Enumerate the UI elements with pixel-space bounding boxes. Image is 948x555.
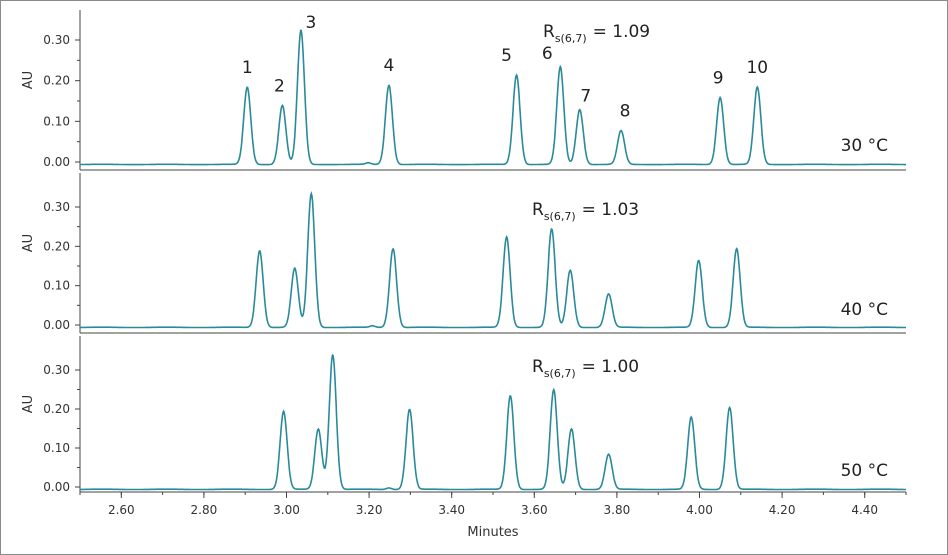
- x-axis-label: Minutes: [467, 525, 518, 540]
- x-tick-label: 4.00: [686, 503, 713, 517]
- peak-label-5: 5: [501, 46, 512, 66]
- x-tick-label: 3.80: [604, 503, 631, 517]
- y-tick-label: 0.30: [43, 363, 70, 377]
- panel-2: 0.00 0.10 0.20 0.30 AU 40 °C Rs(6,7) = 1.03: [21, 173, 906, 334]
- x-tick-label: 3.60: [521, 503, 548, 517]
- temperature-label: 30 °C: [841, 136, 888, 156]
- resolution-label: Rs(6,7) = 1.00: [532, 357, 639, 380]
- y-tick-label: 0.00: [43, 318, 70, 332]
- peak-label-8: 8: [620, 102, 631, 122]
- peak-label-1: 1: [242, 58, 253, 78]
- peak-label-10: 10: [746, 58, 768, 78]
- y-axis-label: AU: [21, 234, 36, 252]
- y-tick-label: 0.20: [43, 239, 70, 253]
- peak-label-9: 9: [713, 68, 724, 88]
- y-tick-label: 0.30: [43, 200, 70, 214]
- y-tick-label: 0.10: [43, 279, 70, 293]
- x-tick-label: 3.40: [438, 503, 465, 517]
- resolution-label: Rs(6,7) = 1.09: [543, 22, 650, 45]
- chromatogram-trace: [80, 190, 906, 329]
- peak-label-4: 4: [384, 56, 395, 76]
- chromatogram-trace: [80, 29, 906, 166]
- y-axis-label: AU: [21, 71, 36, 89]
- y-tick-label: 0.00: [43, 155, 70, 169]
- x-tick-label: 3.20: [356, 503, 383, 517]
- x-axis: 2.60 2.80 3.00 3.20 3.40 3.60 3.80 4.00 4.20 4.40: [79, 492, 907, 517]
- peak-label-3: 3: [306, 13, 317, 33]
- peak-label-6: 6: [542, 44, 553, 64]
- temperature-label: 40 °C: [841, 300, 888, 320]
- y-tick-label: 0.20: [43, 74, 70, 88]
- y-tick-label: 0.10: [43, 114, 70, 128]
- resolution-label: Rs(6,7) = 1.03: [532, 200, 639, 223]
- peak-label-7: 7: [580, 87, 591, 107]
- x-tick-label: 4.20: [769, 503, 796, 517]
- y-tick-label: 0.00: [43, 480, 70, 494]
- x-tick-label: 2.80: [191, 503, 218, 517]
- y-axis-label: AU: [21, 395, 36, 413]
- x-tick-label: 3.00: [273, 503, 300, 517]
- peak-label-2: 2: [274, 76, 285, 96]
- panel-3: 0.00 0.10 0.20 0.30 AU 50 °C Rs(6,7) = 1.00: [21, 336, 906, 494]
- panel-1: 0.00 0.10 0.20 0.30 AU 1 2 3 4 5 6 7 8 9 10 30 °C Rs(6,7…: [21, 10, 906, 171]
- temperature-label: 50 °C: [841, 461, 888, 481]
- x-tick-label: 2.60: [108, 503, 135, 517]
- y-tick-label: 0.20: [43, 402, 70, 416]
- y-tick-label: 0.10: [43, 441, 70, 455]
- y-tick-label: 0.30: [43, 33, 70, 47]
- chromatogram-trace: [80, 353, 906, 491]
- x-tick-label: 4.40: [851, 503, 878, 517]
